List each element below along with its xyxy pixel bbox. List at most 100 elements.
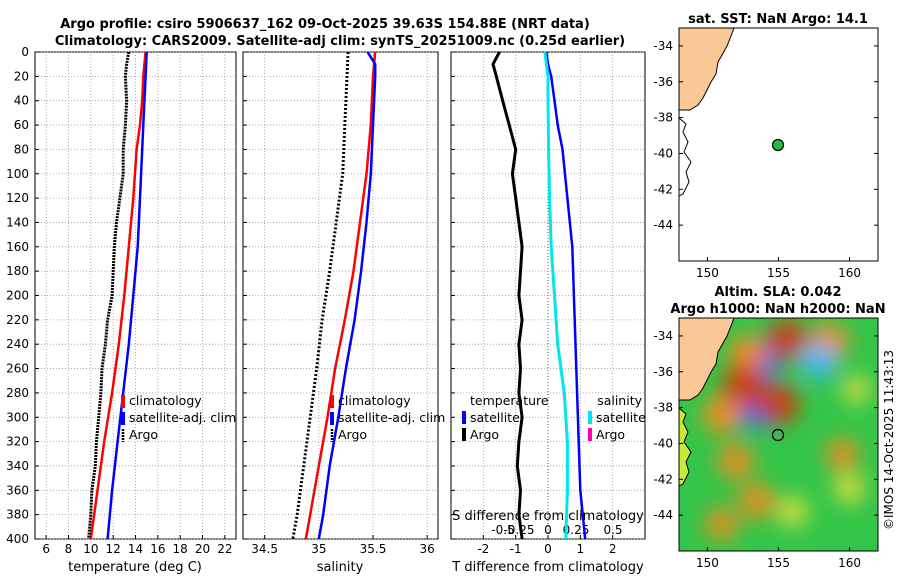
depth-tick-label: 260	[6, 362, 29, 376]
depth-tick-label: 240	[6, 337, 29, 351]
map-lat-tick-label: -42	[653, 472, 673, 486]
legend-label-salinity-argo: Argo	[596, 427, 625, 442]
depth-tick-label: 80	[14, 142, 29, 156]
depth-tick-label: 0	[21, 45, 29, 59]
difference-xlabel: T difference from climatology	[451, 560, 644, 575]
x-tick-label: 35.5	[360, 542, 387, 556]
sla-anomaly-blob	[718, 443, 754, 479]
sla-anomaly-blob	[728, 334, 767, 373]
depth-tick-label: 400	[6, 532, 29, 546]
legend-label-climatology: climatology	[129, 393, 202, 408]
sla-map-title-line1: Altim. SLA: 0.042	[715, 285, 842, 300]
depth-tick-label: 280	[6, 386, 29, 400]
map-lon-tick-label: 155	[767, 556, 790, 570]
legend-title-salinity: salinity	[597, 393, 642, 408]
sla-map-argo-marker	[771, 428, 785, 442]
legend-title-temperature: temperature	[470, 393, 549, 408]
sla-anomaly-blob	[705, 508, 738, 541]
depth-tick-label: 120	[6, 191, 29, 205]
x-tick-label: 20	[195, 542, 210, 556]
x-tick-label: 2	[609, 542, 617, 556]
legend-label-temperature-argo: Argo	[470, 427, 499, 442]
legend-label-satellite: satellite-adj. clim	[129, 410, 236, 425]
sla-anomaly-blob	[800, 343, 836, 379]
x-tick-label: -1	[510, 542, 522, 556]
map-lon-tick-label: 150	[696, 266, 719, 280]
sla-anomaly-blob	[826, 438, 859, 471]
legend-label-argo: Argo	[129, 427, 158, 442]
x-tick-label: 14	[128, 542, 143, 556]
x-top-tick-label: 0	[544, 523, 552, 537]
sla-map-land-mainland	[679, 318, 735, 401]
x-tick-label: 35	[311, 542, 326, 556]
sla-map	[679, 318, 878, 551]
legend-label-temperature-satellite: satellite	[470, 410, 520, 425]
x-tick-label: 16	[150, 542, 165, 556]
map-lat-tick-label: -40	[653, 146, 673, 160]
map-lat-tick-label: -34	[653, 39, 673, 53]
sst-map-title: sat. SST: NaN Argo: 14.1	[688, 12, 868, 27]
x-tick-label: 12	[106, 542, 121, 556]
map-lat-tick-label: -34	[653, 329, 673, 343]
x-top-tick-label: -0.5	[491, 523, 514, 537]
sla-anomaly-blob	[758, 383, 799, 425]
map-lat-tick-label: -40	[653, 436, 673, 450]
depth-tick-label: 100	[6, 167, 29, 181]
depth-tick-label: 40	[14, 94, 29, 108]
x-top-tick-label: -0.25	[503, 523, 534, 537]
depth-tick-label: 320	[6, 435, 29, 449]
sla-anomaly-blob	[835, 473, 865, 503]
x-top-tick-label: 0.5	[603, 523, 622, 537]
x-tick-label: 6	[42, 542, 50, 556]
series-line-salinity-satellite	[543, 51, 569, 540]
sla-anomaly-blob	[843, 376, 870, 403]
depth-tick-label: 60	[14, 118, 29, 132]
sla-anomaly-blob	[766, 319, 808, 361]
depth-tick-label: 200	[6, 289, 29, 303]
imos-watermark: ©IMOS 14-Oct-2025 11:43:13	[882, 350, 896, 530]
sla-map-title-line2: Argo h1000: NaN h2000: NaN	[670, 302, 885, 317]
series-line-temperature-argo	[491, 51, 524, 540]
temperature-legend: climatology satellite-adj. clim Argo	[121, 393, 236, 442]
map-lat-tick-label: -36	[653, 75, 673, 89]
difference-legend: temperature satellite Argo salinity sate…	[462, 393, 646, 442]
sst-map-land-mainland	[679, 28, 735, 111]
temperature-xlabel: temperature (deg C)	[68, 560, 202, 575]
map-lon-tick-label: 160	[838, 556, 861, 570]
x-tick-label: 22	[217, 542, 232, 556]
sla-anomaly-blob	[739, 483, 775, 519]
sla-anomaly-blob	[702, 395, 741, 434]
x-tick-label: 0	[544, 542, 552, 556]
sst-map	[679, 28, 878, 261]
series-line-climatology	[304, 51, 377, 540]
map-lat-tick-label: -44	[653, 508, 673, 522]
x-tick-label: 1	[577, 542, 585, 556]
depth-tick-label: 140	[6, 215, 29, 229]
legend-label-argo: Argo	[338, 427, 367, 442]
depth-tick-label: 160	[6, 240, 29, 254]
legend-label-satellite: satellite-adj. clim	[338, 410, 445, 425]
depth-tick-label: 180	[6, 264, 29, 278]
series-line-satellite-adj-clim	[317, 51, 377, 540]
depth-tick-label: 220	[6, 313, 29, 327]
legend-label-climatology: climatology	[338, 393, 411, 408]
series-line-climatology	[89, 51, 147, 540]
sla-anomaly-blob	[722, 364, 767, 409]
depth-tick-label: 360	[6, 483, 29, 497]
map-lat-tick-label: -38	[653, 401, 673, 415]
figure-title-line1: Argo profile: csiro 5906637_162 09-Oct-2…	[60, 17, 590, 32]
figure-title-line2: Climatology: CARS2009. Satellite-adj cli…	[55, 34, 625, 49]
series-line-argo	[87, 51, 131, 540]
depth-tick-label: 380	[6, 508, 29, 522]
map-lon-tick-label: 160	[838, 266, 861, 280]
x-tick-label: 18	[173, 542, 188, 556]
x-tick-label: -2	[477, 542, 489, 556]
x-tick-label: 8	[65, 542, 73, 556]
sst-map-land-tasmania	[679, 117, 692, 197]
depth-tick-label: 300	[6, 410, 29, 424]
salinity-legend: climatology satellite-adj. clim Argo	[330, 393, 445, 442]
sla-anomaly-blob	[778, 497, 808, 527]
difference-xlabel-top: S difference from climatology	[452, 509, 644, 524]
legend-label-salinity-satellite: satellite	[596, 410, 646, 425]
